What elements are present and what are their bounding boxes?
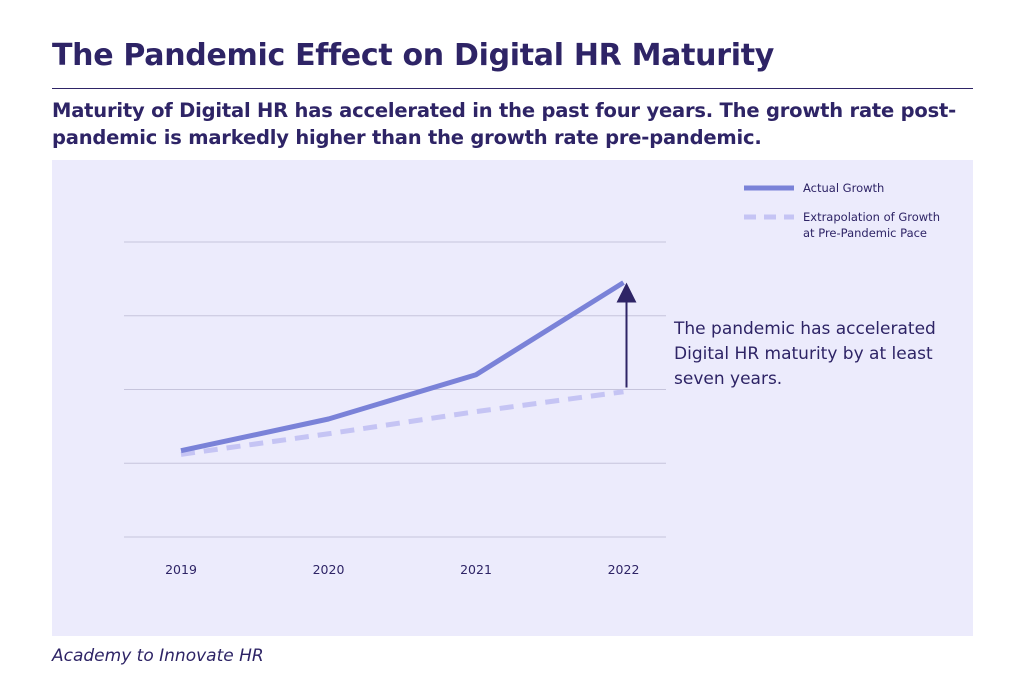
- annotation-text: Digital HR maturity by at least: [674, 344, 933, 364]
- legend-label: Actual Growth: [803, 181, 884, 195]
- annotation-text: The pandemic has accelerated: [673, 319, 936, 339]
- series-line-actual-growth: [180, 280, 625, 454]
- x-tick-label: 2019: [165, 562, 197, 577]
- chart-panel: 2019 2020 2021 2022 The pandemic has acceler…: [52, 160, 973, 636]
- annotation-text: seven years.: [674, 369, 782, 389]
- chart-title: The Pandemic Effect on Digital HR Maturi…: [52, 38, 774, 73]
- x-tick-label: 2020: [313, 562, 345, 577]
- series-line-extrapolation: [180, 389, 624, 457]
- source-credit: Academy to Innovate HR: [52, 646, 264, 666]
- x-tick-label: 2021: [460, 562, 492, 577]
- chart-subtitle: Maturity of Digital HR has accelerated i…: [52, 99, 957, 149]
- line-chart: 2019 2020 2021 2022 The pandemic has acceler…: [124, 181, 940, 577]
- x-tick-label: 2022: [608, 562, 640, 577]
- legend-label: Extrapolation of Growth: [803, 210, 940, 224]
- title-divider: [52, 88, 973, 89]
- legend-label: at Pre-Pandemic Pace: [803, 226, 927, 240]
